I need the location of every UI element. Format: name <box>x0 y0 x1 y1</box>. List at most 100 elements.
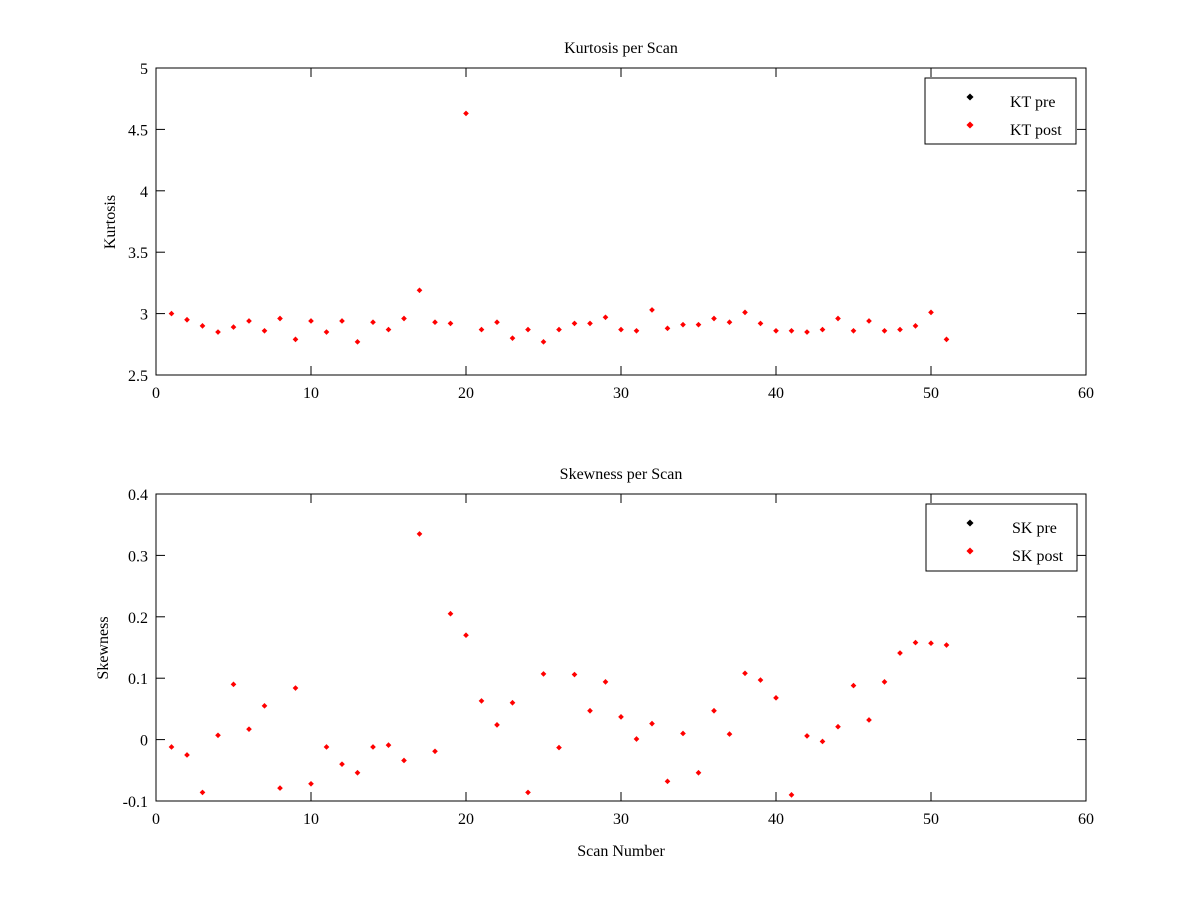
skewness-data-point <box>354 769 361 776</box>
kurtosis-data-point <box>401 315 407 322</box>
kurtosis-data-point <box>664 325 671 332</box>
skewness-data-point <box>540 671 547 677</box>
skewness-data-point <box>835 723 841 730</box>
skewness-y-tick-label: -0.1 <box>123 794 148 811</box>
skewness-data-point <box>571 671 578 678</box>
kurtosis-data-point <box>881 327 888 334</box>
skewness-x-tick-label: 10 <box>303 811 319 828</box>
skewness-data-point <box>928 640 934 647</box>
kurtosis-data-point <box>323 329 330 335</box>
kurtosis-data-point <box>726 319 733 326</box>
skewness-data-point <box>261 703 268 709</box>
skewness-data-point <box>912 639 919 646</box>
skewness-x-tick-label: 0 <box>152 811 160 828</box>
kurtosis-data-point <box>943 336 950 343</box>
skewness-y-tick-label: 0.2 <box>128 610 148 627</box>
skewness-data-point <box>494 722 500 728</box>
kurtosis-data-point <box>835 315 841 322</box>
skewness-y-ticks: -0.1 0 0.1 0.2 0.3 0.4 <box>123 487 1086 811</box>
legend-label-sk-pre: SK pre <box>1012 520 1057 537</box>
skewness-data-point <box>478 698 485 704</box>
kurtosis-data-point <box>912 323 919 329</box>
skewness-data-point <box>370 744 376 750</box>
kurtosis-data-point <box>199 323 206 329</box>
kurtosis-data-point <box>788 327 795 334</box>
kurtosis-data-point <box>339 318 345 324</box>
kurtosis-data-point <box>525 326 531 333</box>
kurtosis-data-point <box>587 320 593 327</box>
kurtosis-points <box>168 110 950 345</box>
skewness-data-point <box>184 752 190 758</box>
legend-label-kt-post: KT post <box>1010 122 1062 139</box>
skewness-ylabel: Skewness <box>95 616 112 679</box>
kurtosis-legend: KT pre KT post <box>924 77 1077 145</box>
skewness-data-point <box>711 707 717 714</box>
kurtosis-data-point <box>494 319 500 326</box>
legend-marker-kt-post <box>966 121 974 129</box>
kurtosis-legend-box <box>924 77 1077 145</box>
kurtosis-data-point <box>308 318 314 324</box>
skewness-x-tick-label: 40 <box>768 811 784 828</box>
skewness-y-tick-label: 0 <box>140 733 148 750</box>
legend-label-kt-pre: KT pre <box>1010 94 1055 111</box>
kurtosis-data-point <box>416 287 423 294</box>
skewness-y-tick-label: 0.4 <box>128 487 148 504</box>
kurtosis-data-point <box>230 324 237 330</box>
kurtosis-y-tick-label: 3 <box>140 307 148 324</box>
kurtosis-data-point <box>292 336 299 343</box>
kurtosis-data-point <box>897 326 903 333</box>
kurtosis-y-tick-label: 2.5 <box>128 368 148 385</box>
kurtosis-data-point <box>571 320 578 327</box>
kurtosis-x-ticks: 0 10 20 30 40 50 60 <box>152 68 1094 402</box>
skewness-data-point <box>804 733 810 739</box>
kurtosis-data-point <box>261 327 268 334</box>
kurtosis-data-point <box>649 307 655 313</box>
skewness-data-point <box>385 742 392 748</box>
skewness-data-point <box>726 731 733 737</box>
kurtosis-data-point <box>540 339 547 345</box>
skewness-y-tick-label: 0.3 <box>128 548 148 565</box>
kurtosis-data-point <box>509 335 516 341</box>
skewness-data-point <box>168 744 175 750</box>
skewness-title: Skewness per Scan <box>560 466 683 483</box>
kurtosis-data-point <box>370 319 376 326</box>
skewness-data-point <box>866 717 872 723</box>
kurtosis-data-point <box>463 110 469 117</box>
kurtosis-data-point <box>215 329 221 335</box>
skewness-data-point <box>246 726 252 732</box>
legend-marker-kt-pre <box>966 93 974 101</box>
skewness-data-point <box>850 682 857 689</box>
skewness-data-point <box>602 679 609 685</box>
skewness-panel: Skewness per Scan Skewness Scan Number 0… <box>95 466 1094 860</box>
skewness-data-point <box>199 789 206 796</box>
skewness-data-point <box>292 685 299 691</box>
kurtosis-data-point <box>168 310 175 317</box>
kurtosis-data-point <box>618 326 624 333</box>
skewness-xlabel: Scan Number <box>577 843 665 860</box>
skewness-data-point <box>416 531 423 537</box>
kurtosis-data-point <box>742 309 748 316</box>
skewness-data-point <box>819 738 826 745</box>
kurtosis-data-point <box>246 318 252 324</box>
skewness-data-point <box>664 778 671 785</box>
legend-marker-sk-pre <box>966 519 974 527</box>
skewness-data-point <box>230 681 237 688</box>
kurtosis-data-point <box>819 326 826 333</box>
kurtosis-data-point <box>680 321 686 328</box>
skewness-data-point <box>401 757 407 764</box>
skewness-data-point <box>757 677 764 683</box>
kurtosis-x-tick-label: 10 <box>303 385 319 402</box>
kurtosis-x-tick-label: 50 <box>923 385 939 402</box>
kurtosis-x-tick-label: 30 <box>613 385 629 402</box>
skewness-data-point <box>308 780 314 787</box>
skewness-legend-box <box>925 503 1078 572</box>
kurtosis-y-tick-label: 5 <box>140 61 148 78</box>
skewness-data-point <box>943 642 950 648</box>
kurtosis-data-point <box>866 318 872 324</box>
kurtosis-ylabel: Kurtosis <box>102 195 119 249</box>
skewness-data-point <box>680 730 686 737</box>
kurtosis-data-point <box>354 339 361 345</box>
skewness-data-point <box>897 650 903 656</box>
skewness-data-point <box>695 769 702 776</box>
